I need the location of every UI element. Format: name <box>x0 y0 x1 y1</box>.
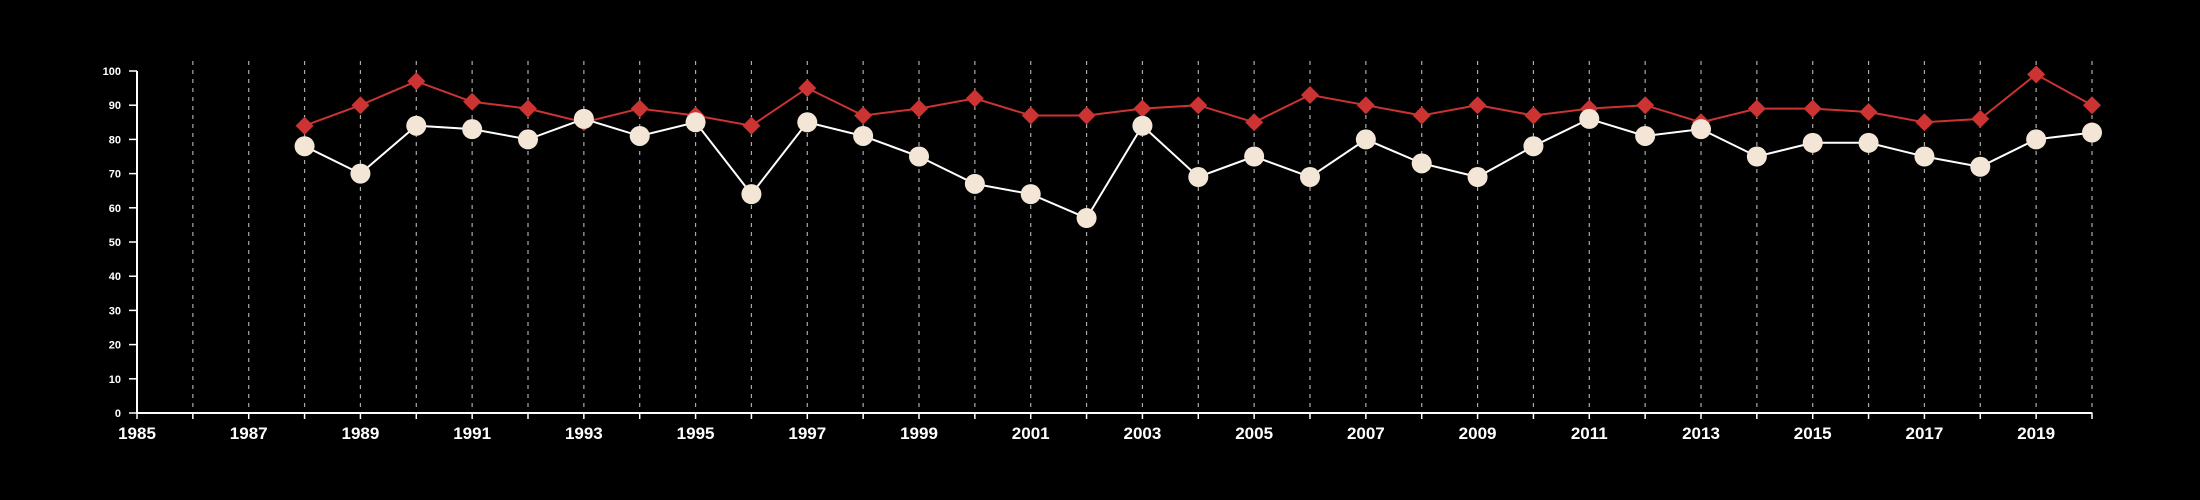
data-point-circle <box>350 163 371 184</box>
x-tick-label: 2009 <box>1459 424 1497 443</box>
data-point-circle <box>1300 167 1320 188</box>
data-point-circle <box>406 115 427 136</box>
series-1 <box>295 65 2101 135</box>
x-tick-label: 1995 <box>677 424 715 443</box>
data-point-diamond <box>351 96 370 115</box>
x-tick-label: 2001 <box>1012 424 1050 443</box>
data-point-diamond <box>1412 106 1431 125</box>
data-point-diamond <box>1301 85 1319 104</box>
data-point-diamond <box>1971 109 1990 128</box>
data-point-circle <box>1020 184 1041 205</box>
x-tick-label: 2011 <box>1571 424 1608 443</box>
data-point-diamond <box>1077 106 1096 125</box>
x-tick-label: 1997 <box>788 424 826 443</box>
data-point-circle <box>1914 146 1935 167</box>
data-point-diamond <box>1636 96 1655 115</box>
data-point-circle <box>1188 167 1209 188</box>
data-point-diamond <box>1524 106 1543 125</box>
data-point-circle <box>462 119 483 140</box>
y-tick-label: 0 <box>115 408 121 420</box>
x-tick-label: 1987 <box>230 424 268 443</box>
data-point-circle <box>2082 122 2102 143</box>
series <box>294 65 2102 229</box>
data-point-circle <box>1355 129 1376 150</box>
data-point-circle <box>1858 132 1879 153</box>
data-point-diamond <box>854 106 873 125</box>
axes: 0 10 20 30 40 50 60 70 80 90 100 1985 1987 1989 1991 19… <box>103 66 2093 443</box>
data-point-circle <box>2026 129 2047 150</box>
y-tick-label: 60 <box>109 203 121 215</box>
data-point-circle <box>741 184 762 205</box>
data-point-circle <box>797 112 818 133</box>
data-point-circle <box>294 136 315 157</box>
x-tick-label: 2007 <box>1347 424 1385 443</box>
data-point-diamond <box>2083 96 2101 115</box>
x-tick-label: 2005 <box>1235 424 1273 443</box>
data-point-circle <box>1635 125 1656 146</box>
data-point-diamond <box>2027 65 2046 84</box>
y-tick-label: 50 <box>109 237 121 249</box>
data-point-diamond <box>1859 103 1878 122</box>
data-point-circle <box>629 125 650 146</box>
data-point-circle <box>1132 115 1153 136</box>
x-tick-label: 2013 <box>1682 424 1720 443</box>
data-point-circle <box>1076 208 1097 229</box>
data-point-diamond <box>910 99 928 118</box>
data-point-diamond <box>1133 99 1152 118</box>
data-point-diamond <box>1245 113 1264 132</box>
series-2 <box>294 108 2102 229</box>
data-point-circle <box>1802 132 1823 153</box>
y-tick-label: 70 <box>109 169 121 181</box>
data-point-circle <box>853 125 874 146</box>
data-point-diamond <box>1747 99 1766 118</box>
data-point-circle <box>1970 156 1991 177</box>
y-tick-label: 30 <box>109 305 121 317</box>
data-point-diamond <box>1189 96 1208 115</box>
y-tick-label: 90 <box>109 100 121 112</box>
data-point-diamond <box>295 116 314 135</box>
data-point-diamond <box>1915 113 1934 132</box>
x-tick-label: 2003 <box>1124 424 1162 443</box>
y-tick-label: 80 <box>109 134 121 146</box>
data-point-circle <box>909 146 929 167</box>
data-point-diamond <box>1021 106 1040 125</box>
data-point-diamond <box>965 89 984 108</box>
y-tick-label: 40 <box>109 271 121 283</box>
x-tick-label: 1989 <box>342 424 380 443</box>
data-point-diamond <box>1803 99 1822 118</box>
data-point-diamond <box>407 72 426 91</box>
data-point-diamond <box>519 99 537 118</box>
data-point-diamond <box>1356 96 1375 115</box>
data-point-circle <box>1579 108 1600 129</box>
y-tick-label: 10 <box>109 374 121 386</box>
data-point-circle <box>1411 153 1432 174</box>
y-tick-label: 20 <box>109 340 121 352</box>
x-tick-label: 1991 <box>453 424 491 443</box>
x-tick-label: 2017 <box>1906 424 1944 443</box>
y-tick-label: 100 <box>103 66 121 78</box>
data-point-circle <box>1746 146 1767 167</box>
data-point-diamond <box>630 99 649 118</box>
x-tick-label: 2019 <box>2017 424 2055 443</box>
data-point-circle <box>1244 146 1265 167</box>
data-point-diamond <box>742 116 761 135</box>
x-tick-label: 1999 <box>900 424 938 443</box>
data-point-circle <box>685 112 706 133</box>
data-point-diamond <box>1468 96 1487 115</box>
data-point-circle <box>1467 167 1488 188</box>
data-point-circle <box>1691 119 1711 140</box>
data-point-circle <box>1523 136 1544 157</box>
x-tick-label: 1985 <box>118 424 156 443</box>
x-tick-label: 2015 <box>1794 424 1832 443</box>
data-point-circle <box>518 129 538 150</box>
data-point-diamond <box>798 79 817 98</box>
data-point-diamond <box>463 92 482 111</box>
x-tick-label: 1993 <box>565 424 603 443</box>
data-point-circle <box>964 173 985 194</box>
data-point-circle <box>573 108 594 129</box>
